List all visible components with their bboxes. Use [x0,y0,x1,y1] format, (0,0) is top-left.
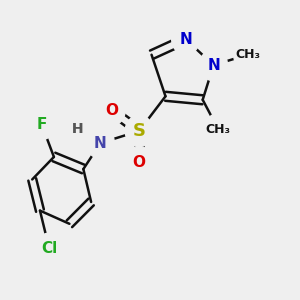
Circle shape [86,128,114,159]
Text: O: O [133,154,146,169]
Text: N: N [179,32,192,47]
Text: F: F [36,116,47,131]
Circle shape [204,114,232,145]
Text: Cl: Cl [41,241,57,256]
Circle shape [125,146,153,178]
Text: CH₃: CH₃ [235,48,260,61]
Circle shape [35,233,63,264]
Circle shape [63,114,91,145]
Circle shape [234,39,262,70]
Circle shape [200,50,227,81]
Text: H: H [71,122,83,136]
Text: O: O [105,103,118,118]
Circle shape [172,24,200,55]
Text: S: S [133,122,146,140]
Text: N: N [207,58,220,73]
Circle shape [125,116,153,146]
Text: N: N [94,136,107,151]
Circle shape [28,108,56,140]
Text: CH₃: CH₃ [206,123,231,136]
Circle shape [97,94,125,126]
Text: H: H [72,122,83,136]
